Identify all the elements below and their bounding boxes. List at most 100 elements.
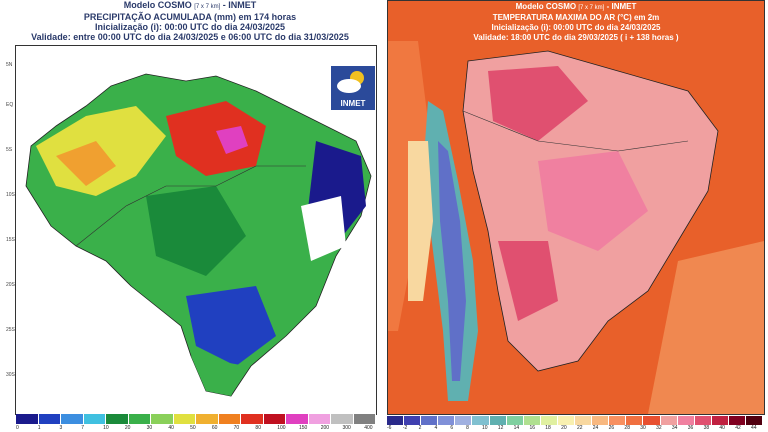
temp-tick-label: 24 (592, 425, 599, 431)
temp-swatch (387, 416, 405, 425)
south-atlantic-warm (648, 241, 764, 414)
temp-swatch (609, 416, 627, 425)
southeast-blue-region (186, 286, 276, 366)
temp-swatch (557, 416, 576, 425)
precip-tick-label: 80 (255, 425, 261, 431)
sun-cloud-icon (337, 71, 364, 93)
temp-swatch (489, 416, 507, 425)
precip-swatch (173, 414, 196, 424)
center-green-region (146, 186, 246, 276)
andes-cold-core (438, 141, 466, 381)
precip-tick-label: 10 (103, 425, 109, 431)
temp-swatch (592, 416, 610, 425)
temp-swatch (523, 416, 541, 425)
lat-tick-15s: 15S (6, 237, 15, 243)
temp-tick-label: 38 (703, 425, 710, 431)
northeast-dry-white (301, 196, 346, 261)
precip-tick-label: 150 (298, 425, 308, 431)
lat-tick-5s: 5S (6, 147, 13, 153)
precip-swatch (38, 414, 61, 424)
temperature-map-graphic (388, 1, 764, 414)
precipitation-map (15, 45, 377, 415)
precipitation-colorbar (16, 414, 376, 424)
paraguay-hot-region (498, 241, 558, 321)
temp-tick-label: 32 (656, 425, 662, 431)
temp-tick-label: -2 (402, 425, 408, 431)
precip-tick-label: 70 (233, 425, 240, 431)
precip-tick-label: 40 (168, 425, 174, 431)
precipitation-map-graphic (25, 73, 372, 397)
temp-swatch (421, 416, 439, 425)
lat-tick-30s: 30S (6, 372, 15, 378)
temp-tick-label: 18 (545, 425, 551, 431)
north-hot-region (488, 66, 588, 141)
temp-tick-label: 44 (751, 425, 757, 431)
temp-tick-label: 10 (481, 425, 488, 431)
temp-tick-label: 30 (640, 425, 646, 431)
temp-tick-label: 4 (434, 425, 438, 431)
precip-tick-label: 100 (277, 425, 286, 431)
temp-swatch (575, 416, 593, 425)
temp-tick-label: 34 (671, 425, 678, 431)
precip-swatch (308, 414, 331, 424)
right-title-res: [7 x 7 km] (578, 5, 605, 11)
lat-tick-eq: EQ (6, 102, 14, 108)
left-title-org: - INMET (222, 0, 257, 10)
precip-tick-label: 20 (124, 425, 131, 431)
lat-tick-5n: 5N (6, 62, 13, 68)
temp-swatch (694, 416, 712, 425)
temp-swatch (643, 416, 661, 425)
precip-swatch (151, 414, 174, 424)
temperature-colorbar (387, 416, 764, 425)
precip-tick-label: 400 (364, 425, 373, 431)
precip-swatch (196, 414, 219, 424)
temp-swatch (677, 416, 695, 425)
lat-tick-25s: 25S (6, 327, 15, 333)
temp-swatch (728, 416, 746, 425)
temp-tick-label: -6 (387, 425, 392, 431)
precip-tick-label: 3 (59, 425, 63, 431)
precip-tick-label: 7 (81, 425, 85, 431)
temp-swatch (540, 416, 558, 425)
temp-swatch (455, 416, 473, 425)
right-title-variable: TEMPERATURA MAXIMA DO AR (°C) em 2m (492, 13, 660, 22)
right-title-model: Modelo COSMO (515, 2, 577, 11)
temp-tick-label: 14 (513, 425, 520, 431)
temp-swatch (711, 416, 729, 425)
lat-tick-20s: 20S (6, 282, 15, 288)
north-orange-region (56, 141, 116, 186)
precip-swatch (106, 414, 129, 424)
temperature-title: Modelo COSMO [7 x 7 km] - INMET TEMPERAT… (384, 2, 768, 43)
precipitation-map-panel: Modelo COSMO [7 x 7 km] - INMET PRECIPIT… (0, 0, 380, 432)
precip-tick-label: 30 (146, 425, 153, 431)
temp-swatch (626, 416, 644, 425)
temp-tick-label: 16 (529, 425, 536, 431)
precip-swatch (218, 414, 241, 424)
state-borders-precip (75, 165, 306, 247)
precip-swatch (61, 414, 84, 424)
temp-tick-label: 36 (687, 425, 694, 431)
temp-tick-label: 12 (497, 425, 504, 431)
inmet-logo-text: INMET (340, 99, 366, 108)
temp-swatch (660, 416, 678, 425)
temp-tick-label: 42 (735, 425, 741, 431)
temp-swatch (506, 416, 524, 425)
temp-tick-label: 40 (719, 425, 725, 431)
precip-tick-label: 1 (37, 425, 41, 431)
right-title-validity: Validade: 18:00 UTC do dia 29/03/2025 ( … (473, 33, 679, 42)
precip-swatch (263, 414, 286, 424)
temp-tick-label: 28 (624, 425, 630, 431)
right-title-init: Inicialização (i): 00:00 UTC do dia 24/0… (491, 23, 661, 32)
precipitation-colorbar-ticks: 0 1 3 7 10 20 30 40 50 60 70 80 100 150 200 300 400 (16, 425, 380, 431)
temperature-map (387, 0, 765, 415)
precipitation-title: Modelo COSMO [7 x 7 km] - INMET PRECIPIT… (0, 0, 380, 42)
left-title-init: Inicialização (i): 00:00 UTC do dia 24/0… (94, 22, 286, 32)
temperature-colorbar-ticks: -6 -2 2 4 6 8 10 12 14 16 18 20 22 24 26 28 30 32 34 36 38 40… (387, 425, 767, 431)
coast-pale-band (408, 141, 433, 301)
northeast-magenta-spot (216, 126, 248, 154)
precip-swatch (16, 414, 39, 424)
precip-swatch (241, 414, 264, 424)
temperature-map-panel: Modelo COSMO [7 x 7 km] - INMET TEMPERAT… (384, 0, 768, 432)
inmet-logo: INMET (330, 65, 376, 111)
south-green-region (191, 356, 246, 396)
